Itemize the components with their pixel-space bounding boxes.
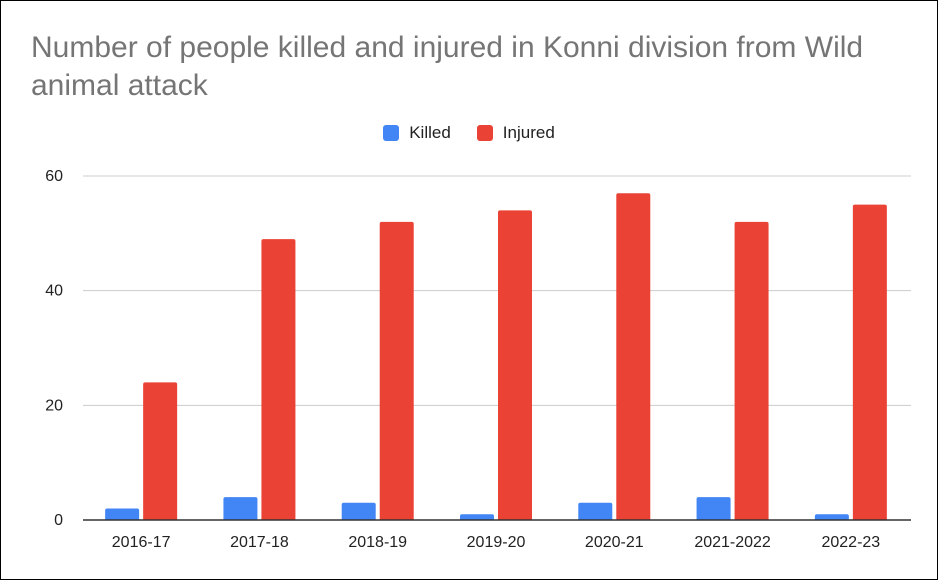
y-tick-label-0: 0 xyxy=(54,512,63,529)
y-tick-label-40: 40 xyxy=(45,283,63,300)
legend-label-killed: Killed xyxy=(409,123,451,142)
bar-killed-2019-20 xyxy=(460,514,494,520)
chart-title: Number of people killed and injured in K… xyxy=(31,31,864,102)
legend-swatch-injured xyxy=(476,125,493,141)
y-tick-label-60: 60 xyxy=(45,168,63,185)
bar-injured-2019-20 xyxy=(498,210,532,520)
x-tick-label-2022-23: 2022-23 xyxy=(821,534,880,551)
bar-killed-2022-23 xyxy=(814,514,849,520)
bar-injured-2022-23 xyxy=(852,204,887,520)
x-tick-label-2016-17: 2016-17 xyxy=(112,534,171,551)
bar-injured-2017-18 xyxy=(261,239,296,521)
bar-killed-2021-2022 xyxy=(696,497,731,520)
x-tick-label-2017-18: 2017-18 xyxy=(230,534,289,551)
x-tick-label-2018-19: 2018-19 xyxy=(348,534,407,551)
x-tick-label-2021-2022: 2021-2022 xyxy=(694,534,771,551)
x-tick-label-2019-20: 2019-20 xyxy=(467,534,526,551)
bar-killed-2017-18 xyxy=(223,497,258,520)
bar-killed-2016-17 xyxy=(105,508,140,520)
bar-killed-2018-19 xyxy=(341,502,376,520)
bar-killed-2020-21 xyxy=(578,502,613,520)
bar-injured-2021-2022 xyxy=(734,221,769,520)
legend-swatch-killed xyxy=(383,125,400,141)
chart-legend: Killed Injured xyxy=(1,123,937,143)
y-tick-label-20: 20 xyxy=(45,397,63,414)
legend-item-killed: Killed xyxy=(383,123,451,143)
x-tick-label-2020-21: 2020-21 xyxy=(585,534,644,551)
bar-injured-2016-17 xyxy=(143,382,178,520)
bar-injured-2018-19 xyxy=(379,221,414,520)
bar-injured-2020-21 xyxy=(616,193,651,520)
legend-item-injured: Injured xyxy=(476,123,555,143)
legend-label-injured: Injured xyxy=(502,123,555,142)
